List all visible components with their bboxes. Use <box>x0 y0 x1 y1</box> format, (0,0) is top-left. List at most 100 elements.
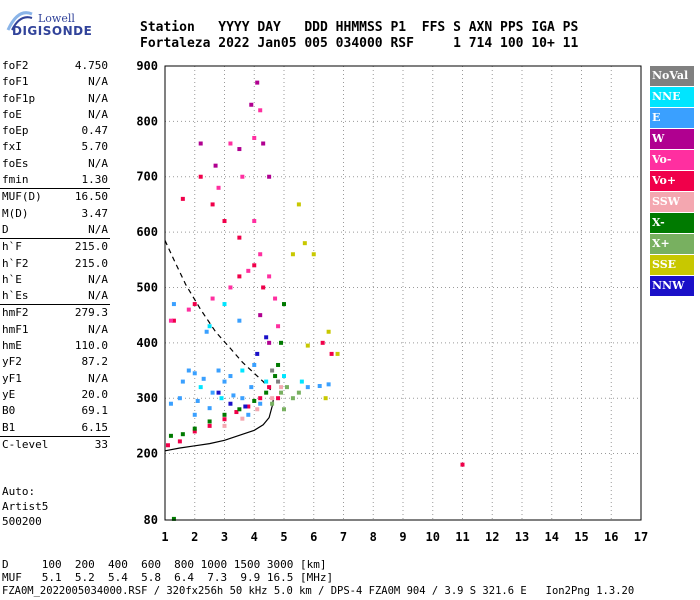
param-value: 5.70 <box>81 140 109 154</box>
param-value: 110.0 <box>74 339 108 353</box>
echo-point-nnw <box>264 335 269 340</box>
echo-point-e <box>240 396 245 401</box>
param-value: N/A <box>88 371 108 385</box>
echo-point-vo <box>222 219 227 224</box>
param-hf2: h`F2 215.0 <box>0 256 110 272</box>
param-hes: h`Es N/A <box>0 288 110 306</box>
logo-mark-icon <box>6 11 33 31</box>
legend-item-ssw: SSW <box>650 192 694 212</box>
param-name: h`F <box>2 240 22 254</box>
echo-point-nne <box>219 396 224 401</box>
legend-item-sse: SSE <box>650 255 694 275</box>
echo-point-vo <box>258 252 263 257</box>
echo-point-e <box>207 406 212 411</box>
param-value: 33 <box>94 437 108 451</box>
param-value: 279.3 <box>74 306 108 320</box>
param-fxi: fxI 5.70 <box>0 139 110 155</box>
x-tick-label: 16 <box>604 530 618 544</box>
param-fof1: foF1 N/A <box>0 74 110 90</box>
param-name: foF2 <box>2 59 29 72</box>
logo-name: DIGISONDE <box>12 24 93 38</box>
echo-point-vo <box>258 396 263 401</box>
legend-item-x: X- <box>650 213 694 233</box>
profile-curve-dashed <box>164 240 272 391</box>
echo-point-vo <box>171 318 176 323</box>
echo-point-e <box>216 368 221 373</box>
header-values: Fortaleza 2022 Jan05 005 034000 RSF 1 71… <box>140 36 579 51</box>
echo-point-vo <box>210 296 215 301</box>
param-mufd: MUF(D) 16.50 <box>0 189 110 205</box>
param-name: M(D) <box>2 206 29 220</box>
echo-point-x <box>282 407 286 412</box>
param-value: 215.0 <box>74 256 108 270</box>
echo-point-w <box>267 174 272 179</box>
echo-point-e <box>326 382 331 387</box>
param-name: fxI <box>2 140 22 154</box>
chart-curves <box>164 240 275 452</box>
echo-point-x <box>273 374 278 379</box>
x-tick-label: 17 <box>634 530 648 544</box>
legend-item-e: E <box>650 108 694 128</box>
echo-point-vo <box>329 351 334 356</box>
echo-point-vo <box>252 263 257 268</box>
param-name: hmF1 <box>2 322 29 336</box>
echo-point-e <box>180 379 185 384</box>
echo-point-vo <box>234 410 239 415</box>
param-name: foE <box>2 107 22 121</box>
param-hmf1: hmF1 N/A <box>0 322 110 338</box>
param-value: 87.2 <box>81 355 109 369</box>
file-info-footer: FZA0M_2022005034000.RSF / 320fx256h 50 k… <box>2 585 635 597</box>
param-value: 69.1 <box>81 404 109 418</box>
echo-point-vo <box>222 417 227 422</box>
param-value: N/A <box>88 91 108 105</box>
param-ye: yE 20.0 <box>0 387 110 403</box>
auto-artist: Artist5 <box>2 500 49 513</box>
echo-point-e <box>210 390 215 395</box>
echo-point-nnw <box>255 351 260 356</box>
echo-point-nne <box>264 379 269 384</box>
digisonde-logo <box>6 6 74 40</box>
echo-point-vo <box>267 385 272 390</box>
echo-point-vo <box>177 439 182 444</box>
x-tick-label: 5 <box>280 530 287 544</box>
echo-point-e <box>171 302 176 307</box>
profile-curve-solid <box>164 398 275 452</box>
muf-distance-row: D 100 200 400 600 800 1000 1500 3000 [km… <box>2 558 327 571</box>
echo-point-nne <box>207 324 212 329</box>
echo-point-x <box>264 390 269 395</box>
param-value: N/A <box>88 272 108 286</box>
polarization-legend: NoVal NNE E W Vo- Vo+ SSW X- X+ SSE NNW <box>650 66 694 297</box>
echo-point-e <box>168 401 173 406</box>
echo-point-vo <box>168 318 173 323</box>
echo-point-vo <box>210 202 215 207</box>
param-fof2: foF2 4.750 <box>0 58 110 74</box>
echo-point-vo <box>186 307 191 312</box>
param-name: B1 <box>2 420 16 434</box>
param-name: fmin <box>2 173 29 187</box>
legend-item-vo: Vo+ <box>650 171 694 191</box>
echo-point-noval <box>276 379 281 384</box>
echo-point-e <box>192 371 197 376</box>
echo-point-x <box>168 433 173 438</box>
param-name: B0 <box>2 404 16 418</box>
muf-table: D 100 200 400 600 800 1000 1500 3000 [km… <box>2 558 333 584</box>
param-name: yF2 <box>2 355 22 369</box>
echo-point-w <box>213 163 218 168</box>
param-value: N/A <box>88 107 108 121</box>
y-tick-label: 500 <box>136 280 158 294</box>
param-b1: B1 6.15 <box>0 420 110 437</box>
echo-point-sse <box>323 396 328 401</box>
param-name: h`F2 <box>2 256 29 270</box>
echo-point-nne <box>222 302 227 307</box>
param-hmf2: hmF2 279.3 <box>0 305 110 321</box>
param-name: yE <box>2 387 16 401</box>
echo-point-nne <box>282 374 286 379</box>
echo-point-sse <box>305 343 310 348</box>
y-tick-label: 800 <box>136 114 158 128</box>
param-fmin: fmin 1.30 <box>0 172 110 190</box>
echo-point-sse <box>335 351 340 356</box>
echo-point-sse <box>296 202 301 207</box>
echo-point-x <box>180 432 185 437</box>
echo-point-x <box>207 419 212 424</box>
param-name: yF1 <box>2 371 22 385</box>
